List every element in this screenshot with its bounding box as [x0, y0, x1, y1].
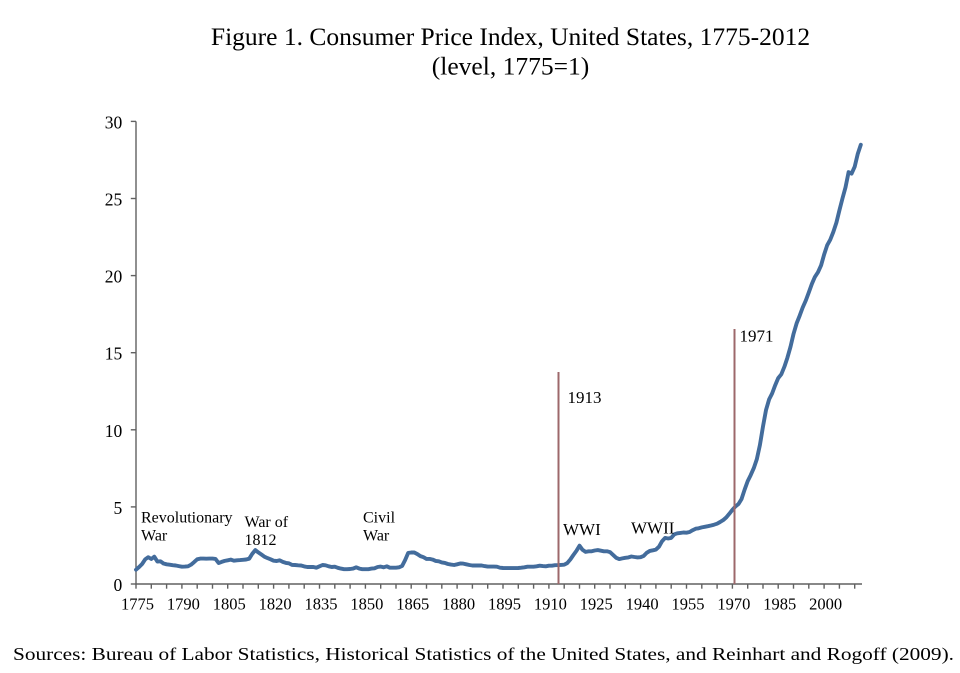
svg-text:Figure 1. Consumer Price Index: Figure 1. Consumer Price Index, United S… — [211, 22, 810, 51]
svg-text:30: 30 — [105, 112, 123, 132]
svg-text:1850: 1850 — [350, 595, 383, 614]
svg-text:Sources: Bureau of Labor Stati: Sources: Bureau of Labor Statistics, His… — [13, 644, 954, 664]
svg-text:1820: 1820 — [259, 595, 292, 614]
svg-text:5: 5 — [114, 498, 123, 518]
svg-text:25: 25 — [105, 190, 123, 210]
svg-text:15: 15 — [105, 344, 123, 364]
svg-text:20: 20 — [105, 267, 123, 287]
svg-text:10: 10 — [105, 421, 123, 441]
svg-text:1971: 1971 — [740, 327, 774, 346]
svg-text:WWI: WWI — [563, 520, 601, 539]
svg-text:1925: 1925 — [580, 595, 613, 614]
svg-text:1880: 1880 — [442, 595, 475, 614]
svg-text:1865: 1865 — [396, 595, 429, 614]
svg-text:1805: 1805 — [213, 595, 246, 614]
svg-text:War: War — [363, 528, 390, 545]
svg-text:Civil: Civil — [363, 510, 396, 527]
svg-text:1940: 1940 — [626, 595, 659, 614]
svg-text:WWII: WWII — [631, 519, 675, 538]
svg-text:0: 0 — [114, 575, 123, 595]
svg-text:2000: 2000 — [809, 595, 842, 614]
svg-text:1775: 1775 — [121, 595, 154, 614]
svg-text:1835: 1835 — [305, 595, 338, 614]
svg-text:1910: 1910 — [534, 595, 567, 614]
svg-text:Revolutionary: Revolutionary — [141, 510, 233, 527]
svg-text:(level, 1775=1): (level, 1775=1) — [432, 52, 589, 81]
svg-text:War of: War of — [245, 514, 289, 531]
svg-text:1985: 1985 — [763, 595, 796, 614]
svg-text:1913: 1913 — [568, 388, 602, 407]
svg-text:1955: 1955 — [672, 595, 705, 614]
svg-text:1895: 1895 — [488, 595, 521, 614]
svg-text:1790: 1790 — [167, 595, 200, 614]
svg-text:1812: 1812 — [245, 532, 277, 549]
svg-text:1970: 1970 — [717, 595, 750, 614]
svg-text:War: War — [141, 528, 168, 545]
